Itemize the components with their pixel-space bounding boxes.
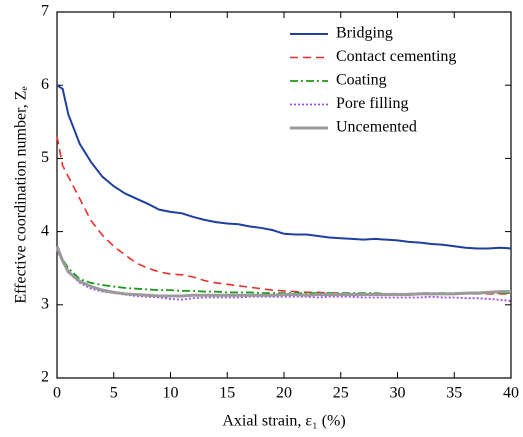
x-tick-label: 30 [390,385,406,402]
y-tick-label: 7 [41,3,49,20]
x-tick-label: 20 [276,385,292,402]
legend-label: Contact cementing [336,48,456,65]
series-line [56,249,512,303]
x-tick-label: 0 [53,385,61,402]
legend-label: Pore filling [336,95,408,112]
y-tick-label: 2 [41,369,49,386]
y-tick-label: 6 [41,76,49,93]
x-axis-title: Axial strain, ε₁ (%) [222,413,345,430]
y-axis-title: Effective coordination number, Zₑ [13,86,30,303]
x-tick-label: 25 [333,385,349,402]
legend-label: Uncemented [336,119,417,136]
y-tick-label: 3 [41,295,49,312]
y-tick-label: 5 [41,149,49,166]
y-tick-label: 4 [41,222,49,239]
x-tick-label: 10 [163,385,179,402]
x-tick-label: 5 [110,385,118,402]
series-line [56,245,511,295]
plot-frame [56,11,512,379]
series-line [56,84,512,250]
x-tick-label: 35 [446,385,462,402]
legend-label: Coating [336,72,387,89]
x-tick-label: 15 [219,385,235,402]
x-tick-label: 40 [503,385,519,402]
series-line [56,136,511,295]
series-line [55,245,511,298]
legend-label: Bridging [336,25,393,42]
